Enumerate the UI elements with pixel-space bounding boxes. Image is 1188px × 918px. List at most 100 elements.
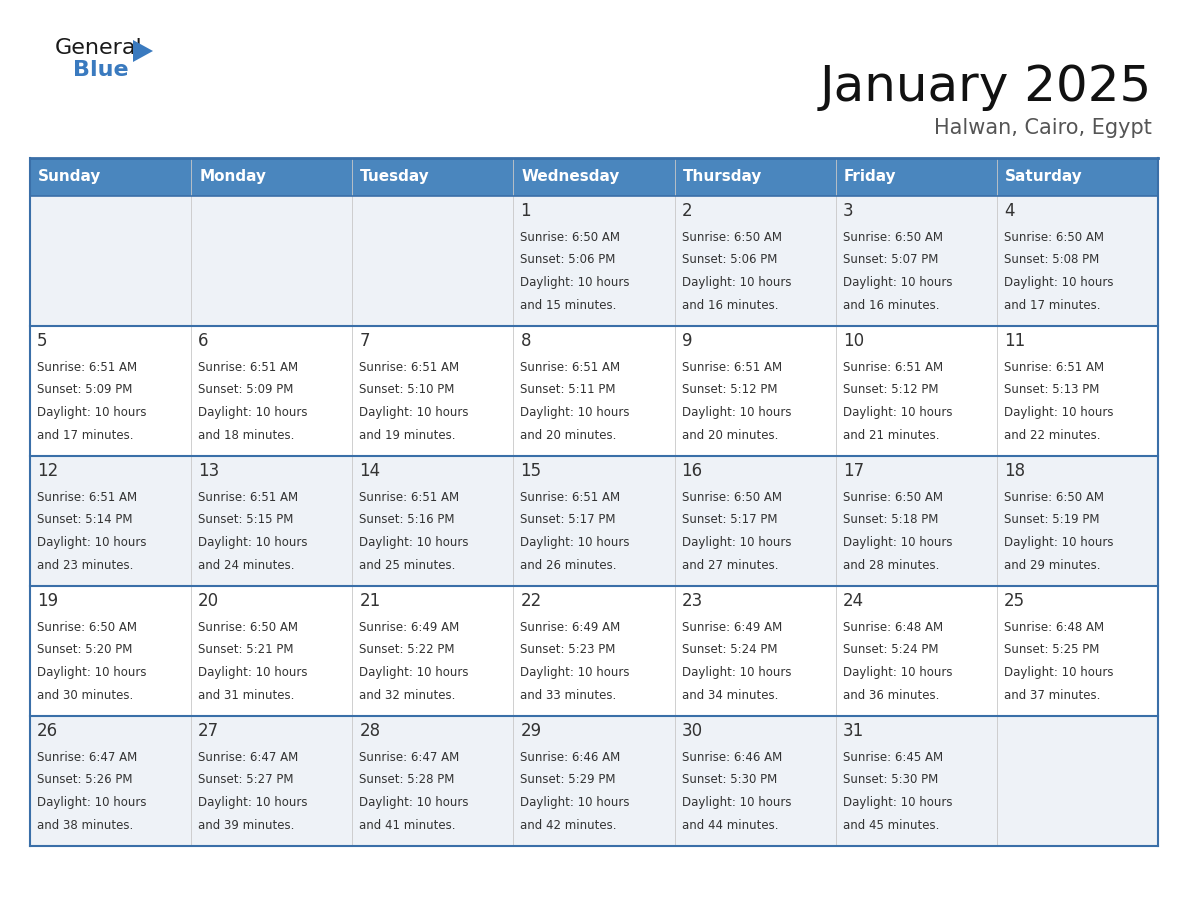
Text: Sunrise: 6:46 AM: Sunrise: 6:46 AM — [682, 751, 782, 764]
Bar — [997, 196, 1158, 326]
Text: Sunset: 5:25 PM: Sunset: 5:25 PM — [1004, 644, 1099, 656]
Text: Sunrise: 6:49 AM: Sunrise: 6:49 AM — [359, 621, 460, 633]
Text: and 39 minutes.: and 39 minutes. — [198, 819, 295, 832]
Text: and 19 minutes.: and 19 minutes. — [359, 429, 456, 442]
Bar — [513, 456, 675, 586]
Text: Sunset: 5:06 PM: Sunset: 5:06 PM — [682, 253, 777, 266]
Text: Sunrise: 6:51 AM: Sunrise: 6:51 AM — [198, 361, 298, 374]
Text: Sunset: 5:08 PM: Sunset: 5:08 PM — [1004, 253, 1099, 266]
Text: Daylight: 10 hours: Daylight: 10 hours — [359, 536, 469, 549]
Text: Sunset: 5:17 PM: Sunset: 5:17 PM — [682, 513, 777, 526]
Text: Daylight: 10 hours: Daylight: 10 hours — [198, 666, 308, 679]
Text: Sunrise: 6:50 AM: Sunrise: 6:50 AM — [842, 230, 943, 243]
Text: 23: 23 — [682, 592, 703, 610]
Bar — [30, 196, 191, 326]
Bar — [353, 196, 513, 326]
Text: Saturday: Saturday — [1005, 170, 1082, 185]
Polygon shape — [133, 40, 153, 62]
Text: Daylight: 10 hours: Daylight: 10 hours — [359, 666, 469, 679]
Bar — [675, 196, 835, 326]
Text: and 33 minutes.: and 33 minutes. — [520, 688, 617, 702]
Text: Sunrise: 6:47 AM: Sunrise: 6:47 AM — [37, 751, 138, 764]
Text: Daylight: 10 hours: Daylight: 10 hours — [1004, 406, 1113, 420]
Text: Daylight: 10 hours: Daylight: 10 hours — [198, 406, 308, 420]
Text: 28: 28 — [359, 722, 380, 740]
Text: and 16 minutes.: and 16 minutes. — [842, 299, 940, 312]
Text: and 38 minutes.: and 38 minutes. — [37, 819, 133, 832]
Text: January 2025: January 2025 — [820, 63, 1152, 111]
Text: and 23 minutes.: and 23 minutes. — [37, 559, 133, 572]
Text: 3: 3 — [842, 202, 853, 220]
Text: and 18 minutes.: and 18 minutes. — [198, 429, 295, 442]
Bar — [30, 456, 191, 586]
Text: and 26 minutes.: and 26 minutes. — [520, 559, 617, 572]
Text: 20: 20 — [198, 592, 220, 610]
Text: and 16 minutes.: and 16 minutes. — [682, 299, 778, 312]
Bar — [191, 326, 353, 456]
Bar — [353, 586, 513, 716]
Text: Daylight: 10 hours: Daylight: 10 hours — [682, 536, 791, 549]
Text: Sunset: 5:12 PM: Sunset: 5:12 PM — [682, 384, 777, 397]
Text: Daylight: 10 hours: Daylight: 10 hours — [1004, 666, 1113, 679]
Text: and 20 minutes.: and 20 minutes. — [682, 429, 778, 442]
Text: Sunset: 5:20 PM: Sunset: 5:20 PM — [37, 644, 132, 656]
Text: Daylight: 10 hours: Daylight: 10 hours — [682, 406, 791, 420]
Text: Sunset: 5:21 PM: Sunset: 5:21 PM — [198, 644, 293, 656]
Bar — [835, 716, 997, 846]
Text: and 15 minutes.: and 15 minutes. — [520, 299, 617, 312]
Text: 17: 17 — [842, 462, 864, 480]
Text: Sunset: 5:15 PM: Sunset: 5:15 PM — [198, 513, 293, 526]
Text: Sunrise: 6:51 AM: Sunrise: 6:51 AM — [520, 490, 620, 504]
Bar — [675, 456, 835, 586]
Text: Sunset: 5:14 PM: Sunset: 5:14 PM — [37, 513, 133, 526]
Text: and 32 minutes.: and 32 minutes. — [359, 688, 456, 702]
Text: and 25 minutes.: and 25 minutes. — [359, 559, 456, 572]
Text: and 22 minutes.: and 22 minutes. — [1004, 429, 1100, 442]
Bar — [997, 716, 1158, 846]
Text: 4: 4 — [1004, 202, 1015, 220]
Text: Daylight: 10 hours: Daylight: 10 hours — [1004, 536, 1113, 549]
Text: Daylight: 10 hours: Daylight: 10 hours — [359, 796, 469, 809]
Text: 9: 9 — [682, 332, 693, 350]
Bar — [835, 456, 997, 586]
Text: Daylight: 10 hours: Daylight: 10 hours — [520, 276, 630, 289]
Text: 25: 25 — [1004, 592, 1025, 610]
Text: Daylight: 10 hours: Daylight: 10 hours — [842, 536, 953, 549]
Text: Sunset: 5:27 PM: Sunset: 5:27 PM — [198, 773, 293, 787]
Text: Blue: Blue — [72, 60, 128, 80]
Text: Daylight: 10 hours: Daylight: 10 hours — [359, 406, 469, 420]
Text: Sunrise: 6:51 AM: Sunrise: 6:51 AM — [37, 490, 137, 504]
Text: Sunset: 5:09 PM: Sunset: 5:09 PM — [37, 384, 132, 397]
Text: Sunrise: 6:51 AM: Sunrise: 6:51 AM — [198, 490, 298, 504]
Text: and 41 minutes.: and 41 minutes. — [359, 819, 456, 832]
Text: and 45 minutes.: and 45 minutes. — [842, 819, 939, 832]
Bar — [997, 456, 1158, 586]
Text: 29: 29 — [520, 722, 542, 740]
Text: Sunday: Sunday — [38, 170, 101, 185]
Text: Sunset: 5:07 PM: Sunset: 5:07 PM — [842, 253, 939, 266]
Text: 31: 31 — [842, 722, 864, 740]
Text: Daylight: 10 hours: Daylight: 10 hours — [37, 536, 146, 549]
Text: and 30 minutes.: and 30 minutes. — [37, 688, 133, 702]
Text: 11: 11 — [1004, 332, 1025, 350]
Text: Monday: Monday — [200, 170, 266, 185]
Text: and 36 minutes.: and 36 minutes. — [842, 688, 939, 702]
Text: 21: 21 — [359, 592, 380, 610]
Text: 1: 1 — [520, 202, 531, 220]
Bar — [513, 586, 675, 716]
Text: Sunset: 5:16 PM: Sunset: 5:16 PM — [359, 513, 455, 526]
Text: Sunrise: 6:51 AM: Sunrise: 6:51 AM — [359, 490, 460, 504]
Text: Sunrise: 6:50 AM: Sunrise: 6:50 AM — [682, 490, 782, 504]
Text: Daylight: 10 hours: Daylight: 10 hours — [682, 666, 791, 679]
Bar — [191, 716, 353, 846]
Text: 14: 14 — [359, 462, 380, 480]
Bar — [30, 716, 191, 846]
Bar — [675, 716, 835, 846]
Text: Sunrise: 6:49 AM: Sunrise: 6:49 AM — [520, 621, 620, 633]
Text: Sunset: 5:23 PM: Sunset: 5:23 PM — [520, 644, 615, 656]
Text: Sunrise: 6:51 AM: Sunrise: 6:51 AM — [842, 361, 943, 374]
Text: 8: 8 — [520, 332, 531, 350]
Text: Sunset: 5:29 PM: Sunset: 5:29 PM — [520, 773, 615, 787]
Text: Sunset: 5:18 PM: Sunset: 5:18 PM — [842, 513, 939, 526]
Text: 18: 18 — [1004, 462, 1025, 480]
